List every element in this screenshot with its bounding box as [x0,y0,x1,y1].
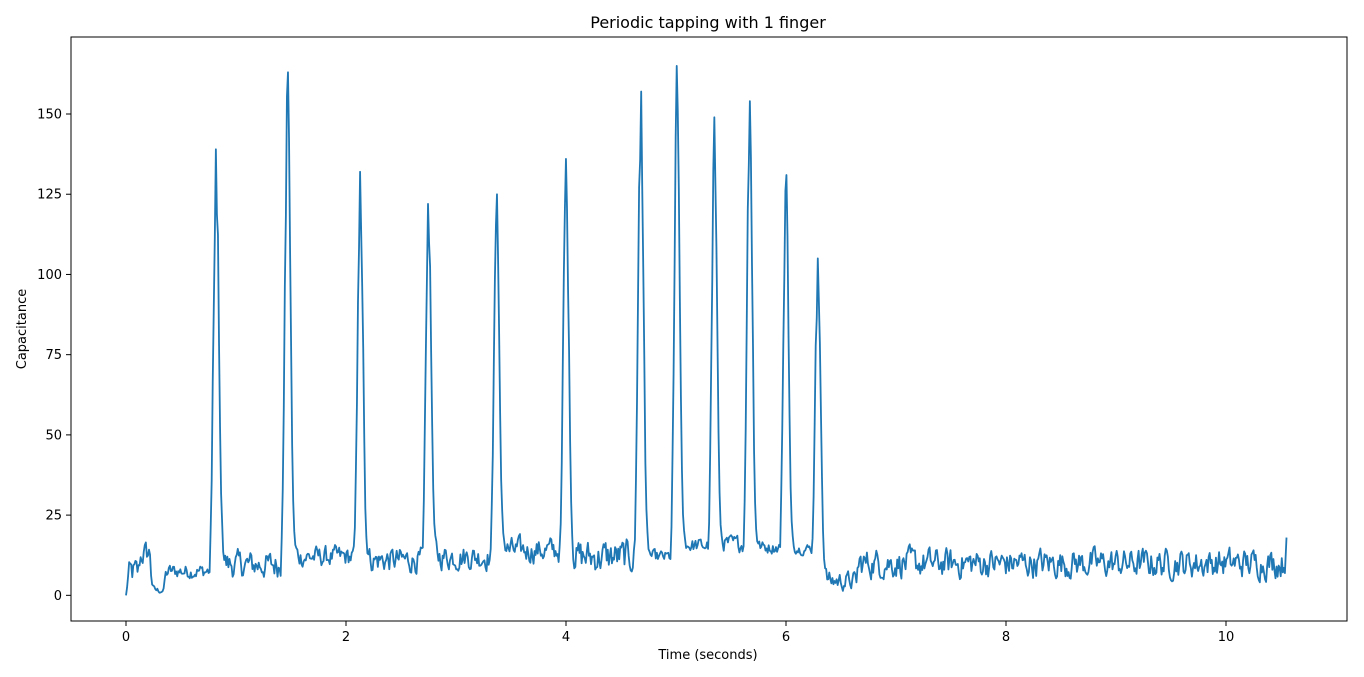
capacitance-series-line [125,64,1288,596]
y-tick-label: 0 [54,589,62,604]
y-tick-label: 125 [37,188,62,203]
chart-title: Periodic tapping with 1 finger [590,13,826,32]
y-axis-label: Capacitance [15,289,30,369]
x-tick-label: 10 [1218,630,1235,645]
y-tick-label: 75 [45,348,62,363]
x-tick-label: 4 [562,630,570,645]
x-axis-label: Time (seconds) [657,648,757,663]
y-tick-label: 150 [37,108,62,123]
y-axis: 0 25 50 75 100 125 150 [37,108,71,604]
x-tick-label: 2 [342,630,350,645]
x-tick-label: 6 [782,630,790,645]
plot-area [70,36,1348,622]
y-tick-label: 50 [45,428,62,443]
plot-frame [70,36,1348,622]
x-tick-label: 0 [122,630,130,645]
y-tick-label: 25 [45,509,62,524]
y-tick-label: 100 [37,268,62,283]
x-axis: 0 2 4 6 8 10 [122,621,1234,645]
x-tick-label: 8 [1002,630,1010,645]
